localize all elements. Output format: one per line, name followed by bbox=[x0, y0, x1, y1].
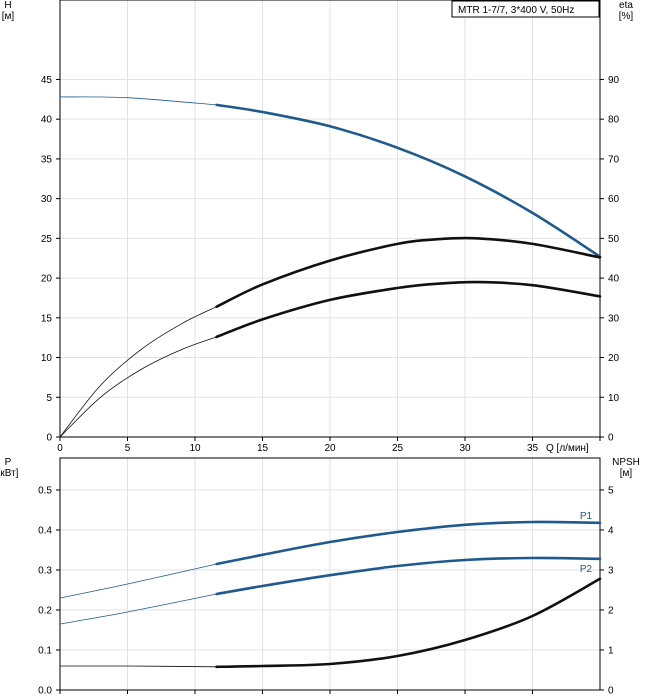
series-line-0-0-extended bbox=[59, 96, 217, 106]
x-tick-label: 30 bbox=[459, 443, 471, 454]
series-line-0-1-extended bbox=[59, 306, 217, 438]
x-tick-label: 35 bbox=[527, 443, 539, 454]
y-tick-label-left: 15 bbox=[41, 313, 53, 324]
y-axis-label-right: eta bbox=[619, 0, 633, 11]
x-tick-label: 10 bbox=[189, 443, 201, 454]
y-tick-label-right: 0 bbox=[608, 433, 614, 444]
x-tick-label: 20 bbox=[324, 443, 336, 454]
x-tick-label: 25 bbox=[392, 443, 404, 454]
y-tick-label-right: 90 bbox=[608, 75, 620, 86]
head-efficiency-chart: 0510152025303540450102030405060708090H[м… bbox=[2, 0, 634, 454]
y-tick-label-right: 30 bbox=[608, 313, 620, 324]
y-tick-label-right: 70 bbox=[608, 154, 620, 165]
y-tick-label-left: 0.0 bbox=[38, 686, 52, 697]
y-tick-label-left: 0.3 bbox=[38, 566, 52, 577]
power-npsh-chart: 0.0 0.1 0.2 0.3 0.4 0.5 0 1 2 3 4 5 P[кВт] NPSH[м] P1 P… bbox=[0, 457, 640, 697]
series-line-1-2-extended bbox=[59, 665, 217, 668]
chart-title: MTR 1-7/7, 3*400 V, 50Hz bbox=[458, 5, 574, 16]
y-tick-label-left: 25 bbox=[41, 234, 53, 245]
x-tick-label: 15 bbox=[257, 443, 269, 454]
y-tick-label-right: 1 bbox=[608, 646, 614, 657]
series-line-0-1 bbox=[215, 236, 602, 308]
series-line-1-2 bbox=[215, 577, 602, 669]
x-tick-label: 0 bbox=[57, 443, 63, 454]
y-tick-label-right: 40 bbox=[608, 274, 620, 285]
x-tick-label: 5 bbox=[125, 443, 131, 454]
y-tick-label-right: 2 bbox=[608, 606, 614, 617]
y-tick-label-right: 4 bbox=[608, 526, 614, 537]
y-axis-unit-right: [%] bbox=[619, 11, 634, 22]
y-tick-label-left: 0.5 bbox=[38, 486, 52, 497]
y-tick-label-right: 50 bbox=[608, 234, 620, 245]
y-tick-label-left: 20 bbox=[41, 274, 53, 285]
y-tick-label-left: 35 bbox=[41, 154, 53, 165]
y-axis-unit-right: [м] bbox=[620, 468, 633, 479]
y-tick-label-right: 20 bbox=[608, 353, 620, 364]
y-tick-label-left: 5 bbox=[46, 393, 52, 404]
y-tick-label-right: 80 bbox=[608, 115, 620, 126]
series-line-0-2-extended bbox=[59, 336, 217, 438]
y-tick-label-left: 0 bbox=[46, 433, 52, 444]
y-axis-unit-left: [кВт] bbox=[0, 468, 19, 479]
series-line-p2 bbox=[215, 556, 602, 596]
y-axis-label-right: NPSH bbox=[612, 457, 640, 468]
y-tick-label-left: 45 bbox=[41, 75, 53, 86]
y-tick-label-right: 60 bbox=[608, 194, 620, 205]
y-axis-label-left: H bbox=[4, 0, 11, 11]
y-tick-label-right: 5 bbox=[608, 486, 614, 497]
y-tick-label-right: 0 bbox=[608, 686, 614, 697]
y-axis-label-left: P bbox=[5, 457, 12, 468]
series-line-p2-extended bbox=[59, 593, 217, 625]
series-label-p1: P1 bbox=[580, 511, 593, 522]
y-tick-label-left: 40 bbox=[41, 115, 53, 126]
y-tick-label-left: 0.2 bbox=[38, 606, 52, 617]
y-tick-label-left: 10 bbox=[41, 353, 53, 364]
x-axis-label: Q [л/мин] bbox=[546, 443, 589, 454]
y-tick-label-left: 0.4 bbox=[38, 526, 52, 537]
y-tick-label-right: 10 bbox=[608, 393, 620, 404]
series-label-p2: P2 bbox=[580, 564, 593, 575]
series-line-0-2 bbox=[215, 280, 602, 339]
y-tick-label-right: 3 bbox=[608, 566, 614, 577]
series-line-p1 bbox=[215, 520, 602, 566]
series-line-p1-extended bbox=[59, 563, 217, 599]
y-tick-label-left: 30 bbox=[41, 194, 53, 205]
title-box bbox=[451, 0, 600, 18]
y-axis-unit-left: [м] bbox=[2, 11, 15, 22]
series-line-0-0 bbox=[215, 103, 602, 258]
y-tick-label-left: 0.1 bbox=[38, 646, 52, 657]
